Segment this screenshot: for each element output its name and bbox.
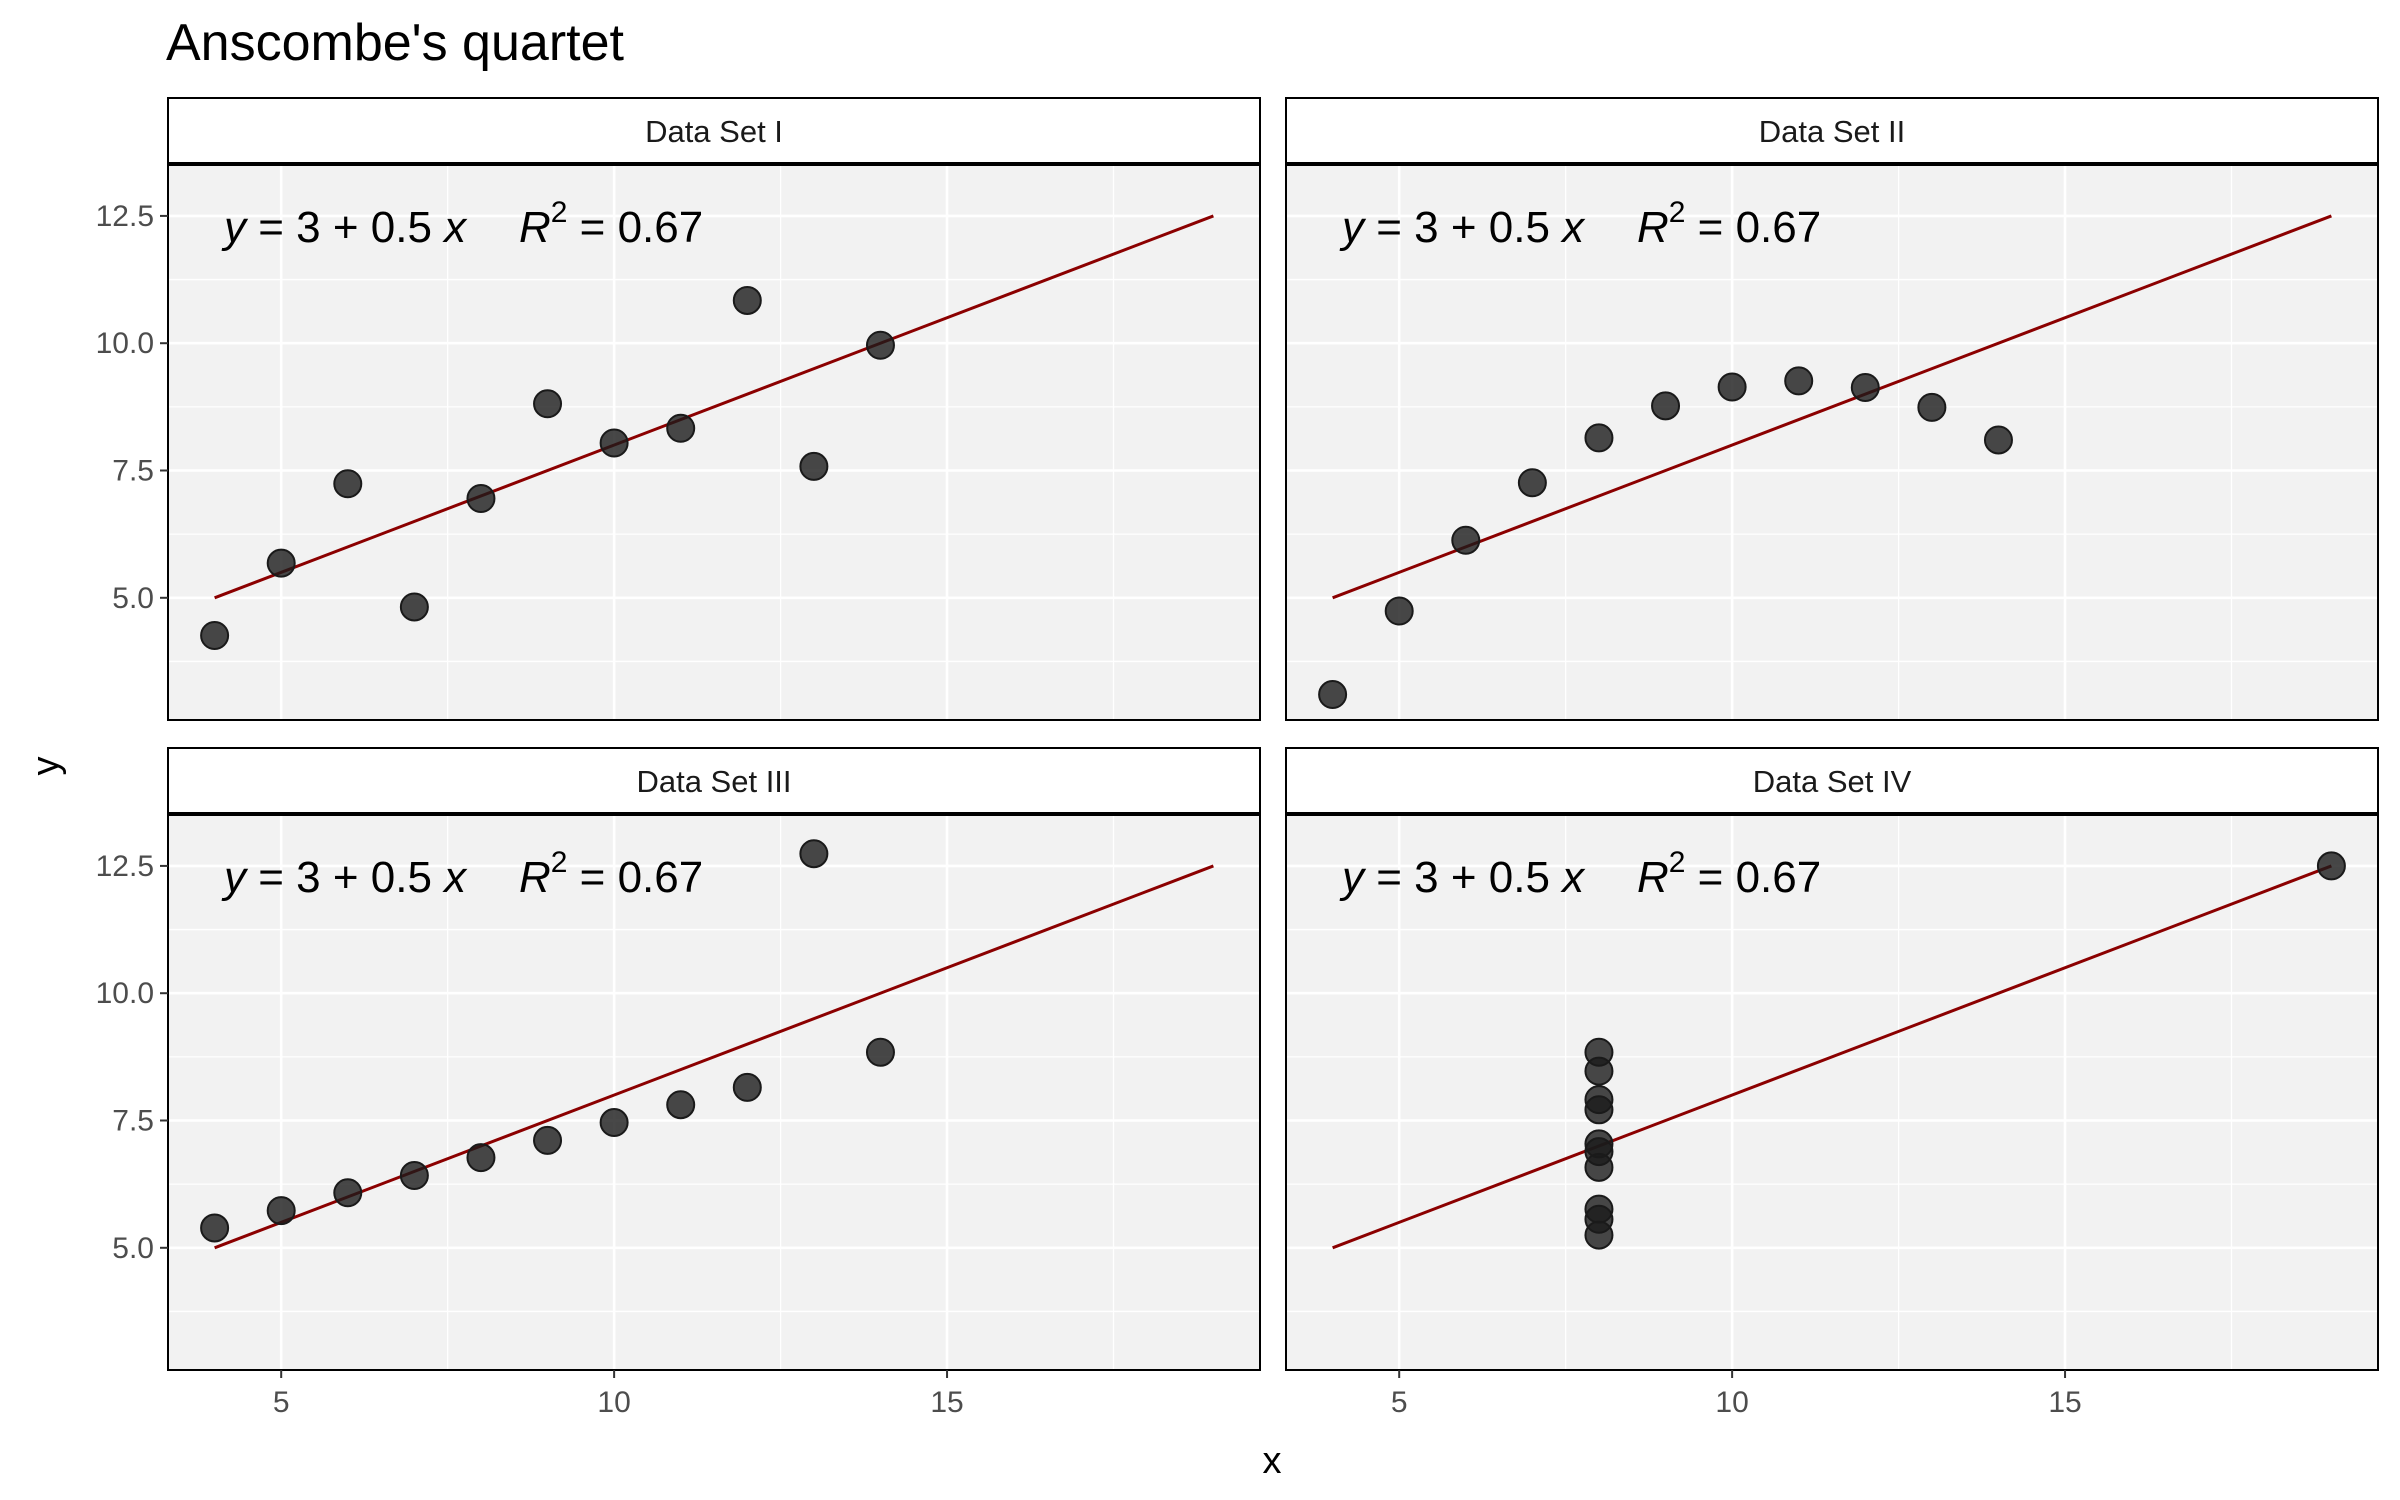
panel-background [168, 815, 1260, 1370]
data-point [865, 330, 895, 360]
data-point [599, 1108, 629, 1138]
data-point [1451, 525, 1481, 555]
facet-strip [167, 97, 1261, 165]
data-point [466, 484, 496, 514]
regression-line [1332, 214, 2332, 600]
regression-annotation: y = 3 + 0.5 x R2 = 0.67 [221, 846, 703, 902]
data-point [1850, 373, 1880, 403]
panel-background [1286, 165, 2378, 720]
data-point [399, 592, 429, 622]
y-axis-title: y [25, 757, 67, 776]
x-tick-label: 5 [1391, 1386, 1408, 1419]
data-point [533, 1125, 563, 1155]
data-point [666, 1090, 696, 1120]
panel-background [1286, 815, 2378, 1370]
facet-panel: Data Set II y = 3 + 0.5 x R2 = 0.67 [1285, 97, 2379, 721]
data-point [799, 451, 829, 481]
panel-border [167, 814, 1261, 1371]
data-point [1983, 425, 2013, 455]
y-tick-label: 10.0 [96, 327, 154, 360]
x-axis: 5 10 15 5 10 15 [273, 1370, 2082, 1419]
regression-annotation: y = 3 + 0.5 x R2 = 0.67 [1339, 196, 1821, 252]
data-point [732, 1072, 762, 1102]
data-point [666, 413, 696, 443]
x-tick-label: 5 [273, 1386, 290, 1419]
y-tick-label: 7.5 [112, 1105, 154, 1138]
data-point [466, 1143, 496, 1173]
data-point [266, 548, 296, 578]
data-point [1584, 1137, 1614, 1167]
data-point [732, 285, 762, 315]
data-point [200, 1213, 230, 1243]
panel-border [167, 164, 1261, 721]
data-point [1584, 1204, 1614, 1234]
data-point [865, 1037, 895, 1067]
x-tick-label: 10 [597, 1386, 630, 1419]
data-point [1784, 366, 1814, 396]
data-point [1651, 391, 1681, 421]
data-point [599, 428, 629, 458]
data-point [333, 1178, 363, 1208]
facet-strip-label: Data Set II [1759, 114, 1905, 149]
y-tick-label: 12.5 [96, 200, 154, 233]
regression-line [1332, 864, 2332, 1250]
x-axis-title: x [1263, 1440, 1282, 1482]
facet-panel: Data Set IV y = 3 + 0.5 x R2 = 0.67 [1285, 747, 2379, 1371]
panel-border [1285, 164, 2379, 721]
regression-line [214, 214, 1214, 600]
regression-annotation: y = 3 + 0.5 x R2 = 0.67 [221, 196, 703, 252]
data-point [1318, 680, 1348, 710]
data-point [2316, 851, 2346, 881]
x-tick-label: 15 [930, 1386, 963, 1419]
data-point [533, 389, 563, 419]
data-point [1584, 423, 1614, 453]
y-tick-label: 7.5 [112, 455, 154, 488]
facet-strip-label: Data Set III [636, 764, 791, 799]
regression-annotation: y = 3 + 0.5 x R2 = 0.67 [1339, 846, 1821, 902]
data-point [399, 1160, 429, 1190]
y-tick-label: 5.0 [112, 582, 154, 615]
y-tick-label: 12.5 [96, 850, 154, 883]
data-point [1584, 1056, 1614, 1086]
regression-line [214, 864, 1214, 1250]
facet-panel: Data Set I y = 3 + 0.5 x R2 = 0.67 [167, 97, 1261, 721]
data-point [333, 469, 363, 499]
facet-strip-label: Data Set I [645, 114, 783, 149]
chart-title: Anscombe's quartet [166, 14, 624, 72]
facet-strip [1285, 747, 2379, 815]
data-point [1717, 372, 1747, 402]
facet-strip [167, 747, 1261, 815]
x-tick-label: 15 [2048, 1386, 2081, 1419]
data-point [1517, 468, 1547, 498]
y-tick-label: 5.0 [112, 1232, 154, 1265]
facet-strip-label: Data Set IV [1753, 764, 1912, 799]
data-point [200, 620, 230, 650]
facet-panel: Data Set III y = 3 + 0.5 x R2 = 0.67 [167, 747, 1261, 1371]
panel-background [168, 165, 1260, 720]
data-point [266, 1196, 296, 1226]
x-tick-label: 10 [1715, 1386, 1748, 1419]
data-point [1384, 596, 1414, 626]
data-point [1584, 1085, 1614, 1115]
panel-border [1285, 814, 2379, 1371]
y-tick-label: 10.0 [96, 977, 154, 1010]
y-axis: 5.0 7.5 10.0 12.5 5.0 7.5 10.0 12.5 [96, 200, 168, 1265]
data-point [1917, 392, 1947, 422]
data-point [799, 839, 829, 869]
